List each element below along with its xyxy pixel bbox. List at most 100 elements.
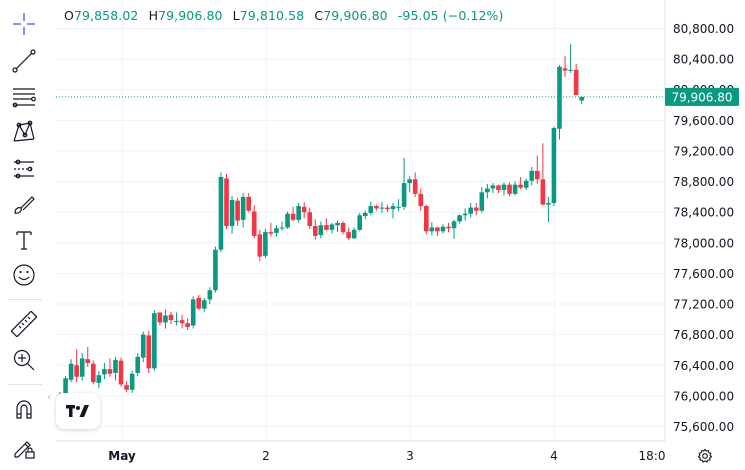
candle <box>390 203 396 219</box>
candle-body <box>401 183 407 207</box>
candle <box>468 203 473 218</box>
crosshair-tool-button[interactable] <box>9 9 39 39</box>
change-value: -95.05 (−0.12%) <box>397 8 504 23</box>
candle-body <box>429 227 435 232</box>
candle-body <box>63 378 68 402</box>
price-axis[interactable]: 80,800.0080,400.0080,000.0079,600.0079,2… <box>673 22 734 434</box>
candle-body <box>113 359 118 373</box>
chart-settings-button[interactable] <box>697 448 713 468</box>
candle <box>340 221 346 235</box>
candle-body <box>329 224 335 230</box>
candle-body <box>313 225 318 236</box>
ruler-icon <box>11 311 37 337</box>
candle <box>301 202 307 219</box>
candle-body <box>85 359 91 363</box>
candle-body <box>335 222 340 226</box>
low-value: 79,810.58 <box>239 8 305 23</box>
time-tick-label: 2 <box>262 449 270 463</box>
candle-body <box>529 170 535 181</box>
candle <box>362 210 368 220</box>
candle <box>213 246 218 293</box>
price-tick-label: 76,000.00 <box>673 389 734 403</box>
candle <box>446 222 451 233</box>
chart-grid <box>56 0 665 441</box>
magnet-icon <box>16 400 32 419</box>
lock-drawing-tool-button[interactable] <box>9 432 39 462</box>
candle-body <box>446 226 451 229</box>
open-value: 79,858.02 <box>73 8 139 23</box>
candle <box>546 196 551 223</box>
candle <box>412 172 418 197</box>
candle-body <box>251 211 257 236</box>
candle-body <box>163 315 168 323</box>
candle-body <box>412 179 418 194</box>
candle <box>473 203 479 216</box>
text-tool-button[interactable] <box>9 225 39 255</box>
candle-body <box>207 290 213 300</box>
time-tick-label: 3 <box>406 449 414 463</box>
candle-body <box>557 66 562 129</box>
candle-body <box>91 363 96 383</box>
emoji-tool-button[interactable] <box>9 260 39 290</box>
candle <box>290 206 296 222</box>
candle <box>307 207 313 230</box>
candle-body <box>102 369 107 375</box>
candle-body <box>440 226 446 232</box>
candle <box>196 294 202 311</box>
candle <box>185 317 190 331</box>
price-tick-label: 77,200.00 <box>673 298 734 312</box>
candle <box>462 208 468 221</box>
candle-body <box>68 363 74 380</box>
candle-body <box>140 334 146 358</box>
candle <box>251 205 257 239</box>
candle-body <box>485 188 490 193</box>
candle <box>74 349 79 383</box>
measure-tool-button[interactable] <box>9 309 39 339</box>
pattern-tool-button[interactable] <box>9 117 39 147</box>
candle-body <box>118 360 124 385</box>
time-axis[interactable]: May 2 3 4 18:0 <box>108 449 665 463</box>
candle-body <box>318 225 324 236</box>
price-tick-label: 79,600.00 <box>673 114 734 128</box>
gear-icon <box>697 448 713 463</box>
magnet-tool-button[interactable] <box>9 394 39 424</box>
candle-body <box>107 369 113 374</box>
candle-body <box>490 185 496 189</box>
candle-body <box>562 68 568 71</box>
candle <box>268 222 274 237</box>
fib-retracement-tool-button[interactable] <box>9 82 39 112</box>
candle <box>190 296 196 329</box>
candle <box>296 203 301 223</box>
candle-body <box>202 300 207 309</box>
candle <box>435 226 440 236</box>
price-tick-label: 80,800.00 <box>673 22 734 36</box>
candle <box>107 358 113 377</box>
candle-body <box>257 234 263 257</box>
tradingview-logo[interactable] <box>56 393 100 429</box>
candle <box>140 331 146 363</box>
brush-tool-button[interactable] <box>9 190 39 220</box>
candle-body <box>279 227 285 229</box>
candle-body <box>396 206 401 208</box>
collapse-toolbar-icon[interactable]: ‹ <box>47 392 51 403</box>
candle-body <box>462 213 468 216</box>
zoom-in-tool-button[interactable] <box>9 345 39 375</box>
candle <box>496 184 501 194</box>
forecast-tool-button[interactable] <box>9 154 39 184</box>
candle <box>85 346 91 367</box>
candle <box>457 214 462 224</box>
candle-body <box>496 185 501 190</box>
candle <box>562 56 568 77</box>
candle <box>324 218 329 231</box>
candle-body <box>224 178 229 226</box>
candle <box>152 310 157 371</box>
candle <box>257 229 263 262</box>
candle-body <box>196 297 202 309</box>
emoji-icon <box>13 264 35 286</box>
trend-line-tool-button[interactable] <box>9 46 39 76</box>
candle <box>429 222 435 236</box>
candle <box>246 193 251 213</box>
close-value: 79,906.80 <box>323 8 388 23</box>
candle-body <box>468 207 473 214</box>
